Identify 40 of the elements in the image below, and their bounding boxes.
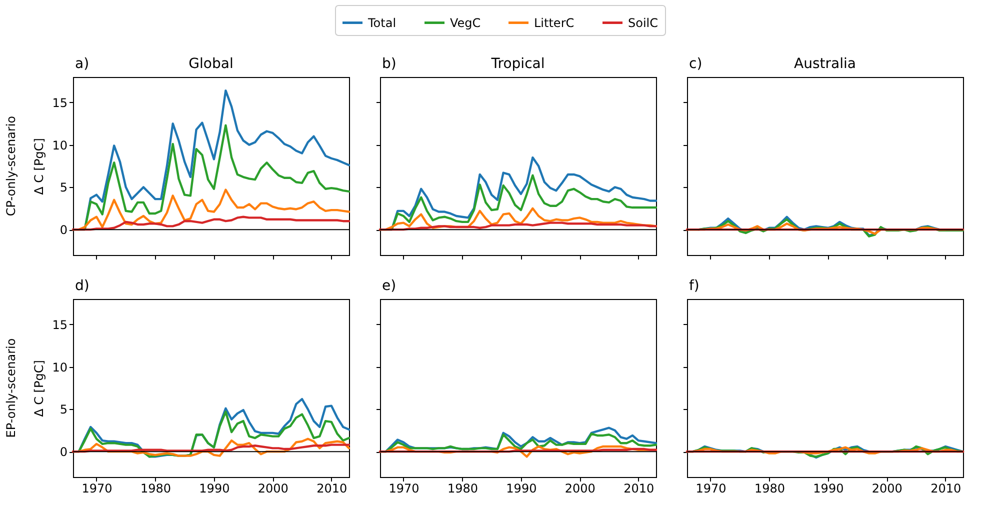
- legend-label: Total: [367, 16, 396, 30]
- text: EP-only-scenario: [4, 338, 18, 438]
- x-tick-label: 2000: [564, 482, 596, 496]
- chart-title: Australia: [794, 56, 856, 72]
- y-tick-label: 15: [52, 96, 68, 110]
- text: f): [689, 278, 700, 294]
- legend-label: SoilC: [628, 16, 658, 30]
- legend-label: LitterC: [534, 16, 574, 30]
- x-tick-label: 1970: [388, 482, 420, 496]
- x-tick-label: 1970: [696, 482, 726, 496]
- y-axis-title: Δ C [PgC]: [32, 360, 46, 417]
- text: a): [75, 56, 90, 72]
- y-tick-label: 5: [60, 180, 68, 195]
- y-tick-label: 15: [52, 318, 68, 332]
- y-tick-label: 0: [60, 223, 68, 238]
- x-tick-label: 2000: [258, 482, 288, 496]
- y-tick-label: 0: [60, 445, 68, 460]
- x-tick-label: 2010: [930, 482, 962, 496]
- x-tick-label: 1980: [140, 482, 171, 496]
- y-tick-label: 5: [60, 402, 68, 417]
- text: c): [689, 56, 702, 72]
- chart-title: Global: [188, 56, 234, 72]
- text: d): [75, 278, 90, 294]
- x-tick-label: 2010: [624, 482, 654, 496]
- text: b): [382, 56, 396, 72]
- x-tick-label: 1990: [506, 482, 537, 496]
- x-tick-label: 1990: [813, 482, 844, 496]
- text: CP-only-scenario: [4, 116, 18, 216]
- x-tick-label: 1970: [82, 482, 112, 496]
- x-tick-label: 2010: [316, 482, 348, 496]
- y-tick-label: 10: [52, 360, 68, 374]
- y-axis-title: Δ C [PgC]: [32, 138, 46, 195]
- x-tick-label: 1990: [199, 482, 230, 496]
- y-tick-label: 10: [52, 138, 68, 152]
- x-tick-label: 2000: [872, 482, 902, 496]
- x-tick-label: 1980: [754, 482, 785, 496]
- legend-label: VegC: [450, 16, 481, 30]
- text: e): [382, 278, 396, 294]
- x-tick-label: 1980: [447, 482, 478, 496]
- chart-title: Tropical: [490, 56, 545, 72]
